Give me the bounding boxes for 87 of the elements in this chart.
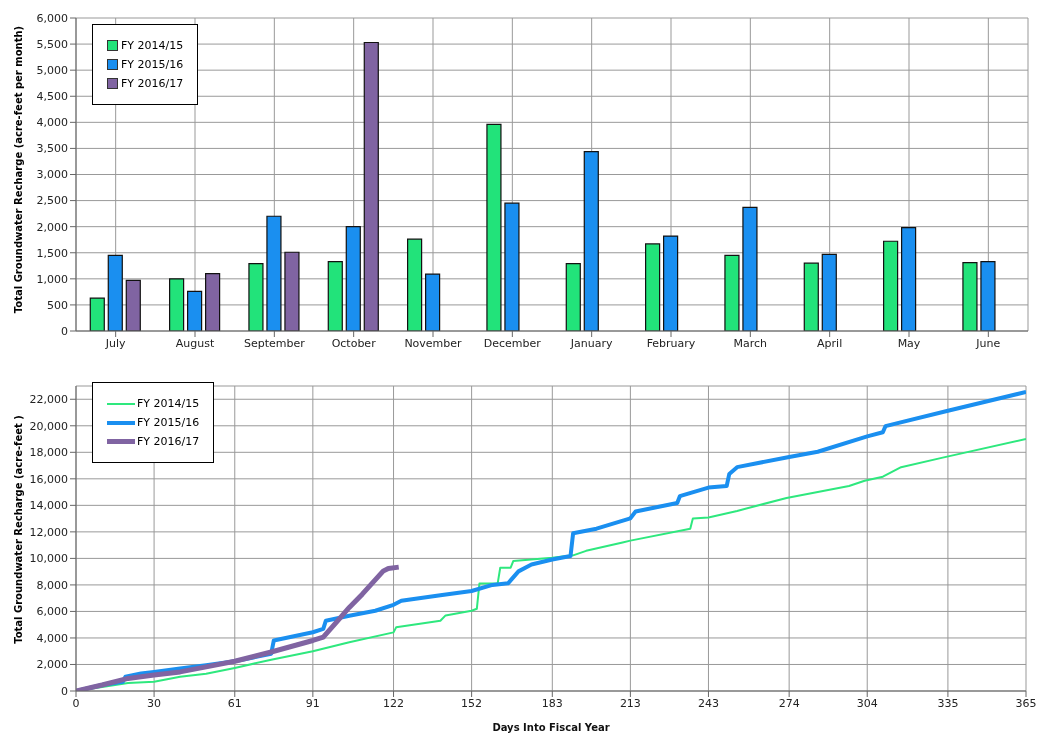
bar bbox=[962, 262, 978, 331]
y-tick-label: 18,000 bbox=[29, 446, 68, 460]
x-tick-label: 243 bbox=[697, 696, 719, 710]
y-tick-label: 0 bbox=[61, 684, 68, 698]
x-tick-label: 61 bbox=[227, 696, 242, 710]
y-tick-label: 6,000 bbox=[36, 11, 68, 25]
y-tick-label: 3,000 bbox=[36, 168, 68, 182]
y-tick-label: 4,000 bbox=[36, 631, 68, 645]
x-tick-label: 274 bbox=[778, 696, 800, 710]
bar bbox=[284, 251, 300, 331]
y-tick-label: 22,000 bbox=[29, 393, 68, 407]
x-tick-label: October bbox=[331, 336, 377, 350]
y-tick-label: 8,000 bbox=[36, 578, 68, 592]
x-tick-label: 0 bbox=[72, 696, 80, 710]
x-tick-label: 335 bbox=[937, 696, 959, 710]
x-tick-label: January bbox=[569, 336, 614, 350]
y-tick-label: 0 bbox=[61, 324, 68, 338]
legend-label: FY 2015/16 bbox=[121, 58, 184, 71]
bar bbox=[187, 290, 203, 331]
x-tick-label: February bbox=[646, 336, 696, 350]
y-tick-label: 5,000 bbox=[36, 64, 68, 78]
x-tick-label: July bbox=[104, 336, 127, 350]
x-tick-label: June bbox=[975, 336, 1001, 350]
bar bbox=[821, 253, 837, 331]
x-tick-label: 365 bbox=[1015, 696, 1037, 710]
bar bbox=[742, 206, 758, 331]
bar bbox=[327, 261, 343, 331]
bar bbox=[205, 273, 221, 331]
x-tick-label: March bbox=[733, 336, 768, 350]
x-tick-label: May bbox=[897, 336, 921, 350]
bar bbox=[345, 226, 361, 331]
y-tick-label: 1,500 bbox=[36, 246, 68, 260]
bar bbox=[724, 254, 740, 331]
y-axis-title: Total Groundwater Recharge (acre-feet ) bbox=[13, 415, 24, 644]
bar bbox=[425, 273, 441, 331]
y-tick-label: 4,500 bbox=[36, 90, 68, 104]
x-tick-label: 122 bbox=[383, 696, 405, 710]
bar bbox=[363, 41, 379, 331]
bar bbox=[486, 123, 502, 331]
y-tick-label: 2,500 bbox=[36, 194, 68, 208]
x-tick-label: 91 bbox=[305, 696, 320, 710]
y-tick-label: 5,500 bbox=[36, 37, 68, 51]
bar bbox=[565, 263, 581, 331]
y-tick-label: 16,000 bbox=[29, 472, 68, 486]
x-tick-label: 183 bbox=[541, 696, 563, 710]
y-tick-label: 12,000 bbox=[29, 525, 68, 539]
bar bbox=[645, 243, 661, 331]
bar bbox=[107, 254, 123, 331]
y-tick-label: 20,000 bbox=[29, 419, 68, 433]
x-axis-title: Days Into Fiscal Year bbox=[492, 722, 610, 733]
y-tick-label: 14,000 bbox=[29, 499, 68, 513]
y-tick-label: 4,000 bbox=[36, 116, 68, 130]
x-tick-label: April bbox=[817, 336, 843, 350]
bar bbox=[125, 279, 141, 331]
y-tick-label: 500 bbox=[47, 298, 68, 312]
legend-label: FY 2015/16 bbox=[137, 416, 200, 429]
x-tick-label: 213 bbox=[619, 696, 641, 710]
y-tick-label: 10,000 bbox=[29, 552, 68, 566]
bar bbox=[248, 263, 264, 331]
bar bbox=[266, 215, 282, 331]
bar bbox=[663, 235, 679, 331]
x-tick-label: November bbox=[404, 336, 463, 350]
y-axis-title: Total Groundwater Recharge (acre-feet per month) bbox=[13, 25, 24, 314]
bar bbox=[583, 150, 599, 331]
bar bbox=[407, 238, 423, 331]
legend-label: FY 2016/17 bbox=[137, 435, 200, 448]
bar bbox=[803, 262, 819, 331]
bar bbox=[901, 227, 917, 331]
x-tick-label: August bbox=[175, 336, 215, 350]
y-tick-label: 6,000 bbox=[36, 605, 68, 619]
x-tick-label: 304 bbox=[856, 696, 878, 710]
bar bbox=[89, 297, 105, 331]
y-tick-label: 1,000 bbox=[36, 272, 68, 286]
x-tick-label: September bbox=[243, 336, 306, 350]
y-tick-label: 3,500 bbox=[36, 142, 68, 156]
y-tick-label: 2,000 bbox=[36, 658, 68, 672]
bar bbox=[980, 261, 996, 331]
bar bbox=[883, 240, 899, 331]
x-tick-label: 30 bbox=[147, 696, 162, 710]
x-tick-label: 152 bbox=[461, 696, 483, 710]
y-tick-label: 2,000 bbox=[36, 220, 68, 234]
legend-label: FY 2014/15 bbox=[137, 397, 200, 410]
legend-label: FY 2016/17 bbox=[121, 77, 184, 90]
legend-label: FY 2014/15 bbox=[121, 39, 184, 52]
bar bbox=[169, 278, 185, 331]
x-tick-label: December bbox=[483, 336, 542, 350]
bar bbox=[504, 202, 520, 331]
